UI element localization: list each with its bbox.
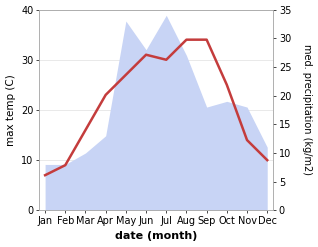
X-axis label: date (month): date (month) (115, 231, 197, 242)
Y-axis label: med. precipitation (kg/m2): med. precipitation (kg/m2) (302, 44, 313, 175)
Y-axis label: max temp (C): max temp (C) (5, 74, 16, 146)
